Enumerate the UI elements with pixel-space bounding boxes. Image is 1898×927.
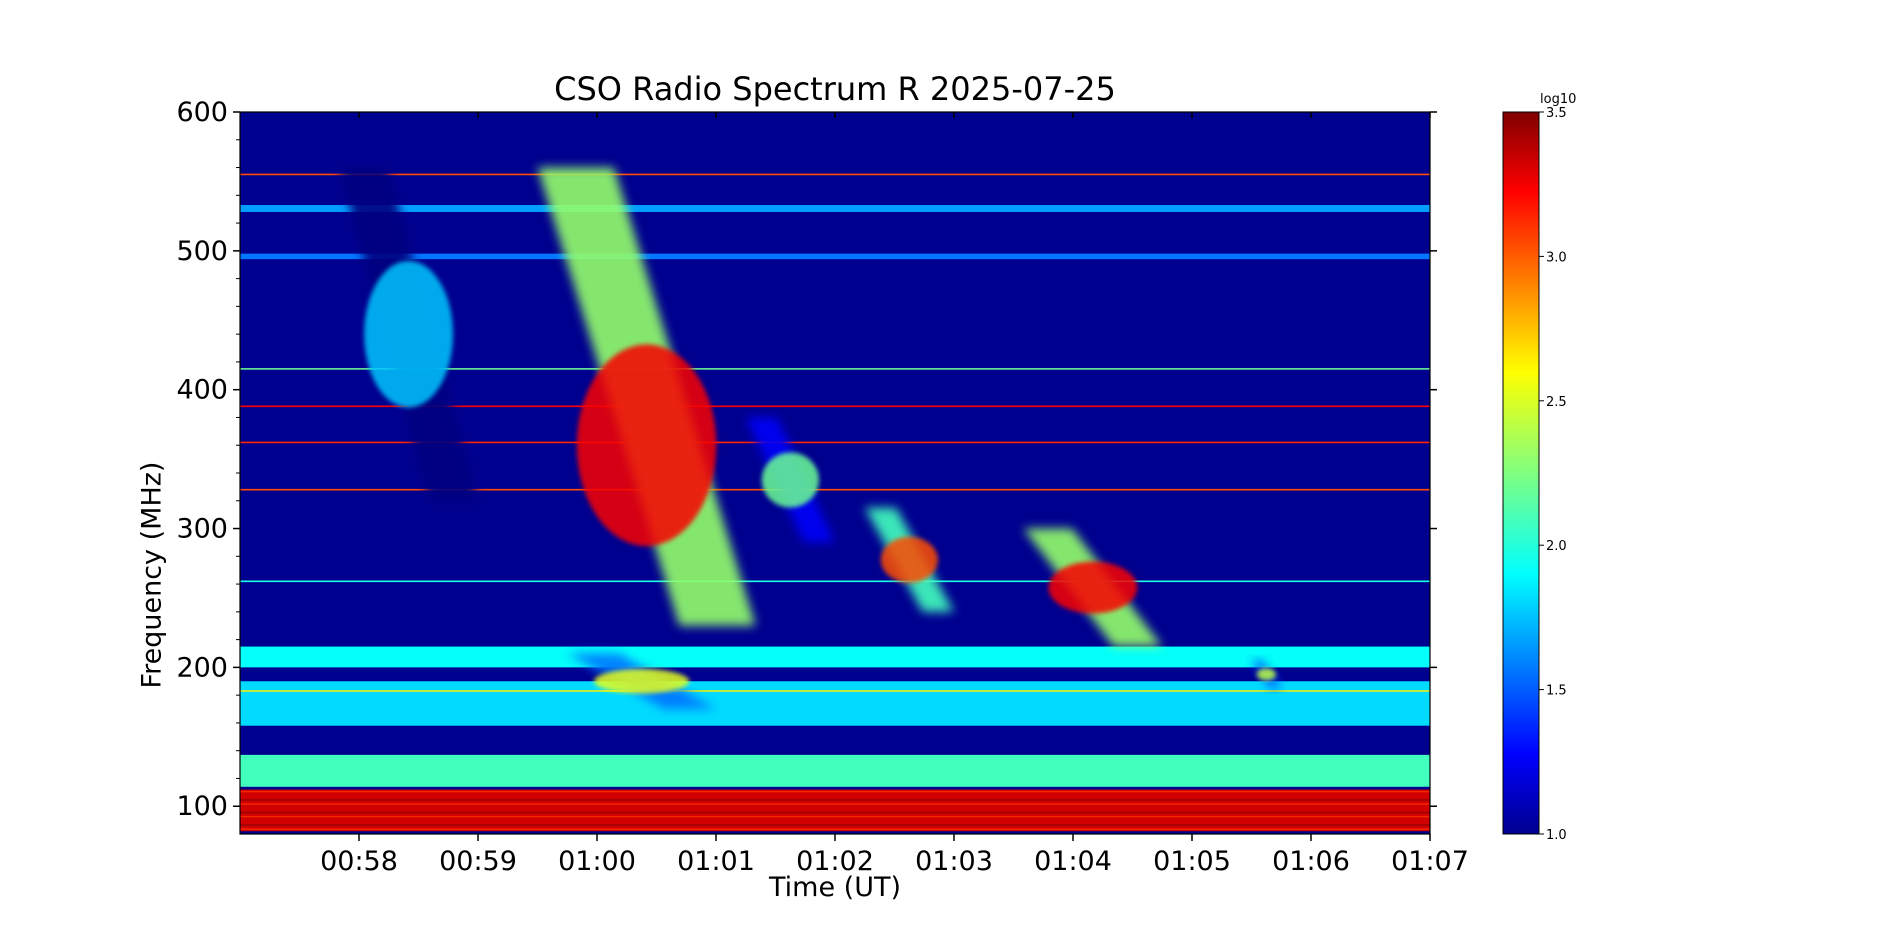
x-tick-label: 01:05 [1153,846,1231,877]
heat-layer [240,167,1430,832]
burst-group [339,167,1282,710]
x-axis-label: Time (UT) [769,872,901,903]
continuous-band-4 [240,205,1430,212]
y-tick-label: 500 [176,236,228,267]
burst-core-3 [880,536,938,583]
x-tick-label: 01:01 [677,846,755,877]
x-axis: 00:58 00:59 01:00 01:01 01:02 01:03 01:04 01:05… [320,112,1469,877]
colorbar [1502,111,1540,835]
y-axis-label: Frequency (MHz) [136,461,168,689]
colorbar-title: log10 [1540,92,1577,107]
colorbar-tick-label: 1.0 [1546,828,1567,843]
burst-core-5 [594,669,690,694]
y-axis: 100 200 300 400 500 600 [176,97,1437,822]
x-tick-label: 00:58 [320,846,398,877]
colorbar-tick-label: 3.0 [1546,250,1567,265]
colorbar-tick-label: 2.5 [1546,395,1567,410]
colorbar-tick-label: 1.5 [1546,684,1567,699]
colorbar-axis: 1.0 1.5 2.0 2.5 3.0 3.5 [1539,106,1567,843]
x-tick-label: 01:00 [558,846,636,877]
burst-core-0 [364,260,454,408]
continuous-band-5 [240,253,1430,260]
burst-core-6 [1256,668,1276,681]
continuous-band-3 [240,646,1430,668]
continuous-band-2 [240,681,1430,726]
burst-core-4 [1048,561,1138,614]
x-tick-label: 01:02 [796,846,874,877]
x-tick-label: 01:04 [1034,846,1112,877]
continuous-band-1 [240,754,1430,787]
burst-core-1 [576,344,717,547]
colorbar-tick-label: 2.0 [1546,539,1567,554]
y-tick-label: 200 [176,652,228,683]
x-tick-label: 00:59 [439,846,517,877]
chart-title: CSO Radio Spectrum R 2025-07-25 [554,70,1116,108]
y-tick-label: 400 [176,375,228,406]
x-tick-label: 01:06 [1272,846,1350,877]
x-tick-label: 01:03 [915,846,993,877]
colorbar-tick-label: 3.5 [1546,106,1567,121]
y-tick-label: 100 [176,791,228,822]
x-tick-label: 01:07 [1391,846,1469,877]
y-tick-label: 600 [176,97,228,128]
y-tick-label: 300 [176,514,228,545]
burst-core-2 [761,452,819,508]
